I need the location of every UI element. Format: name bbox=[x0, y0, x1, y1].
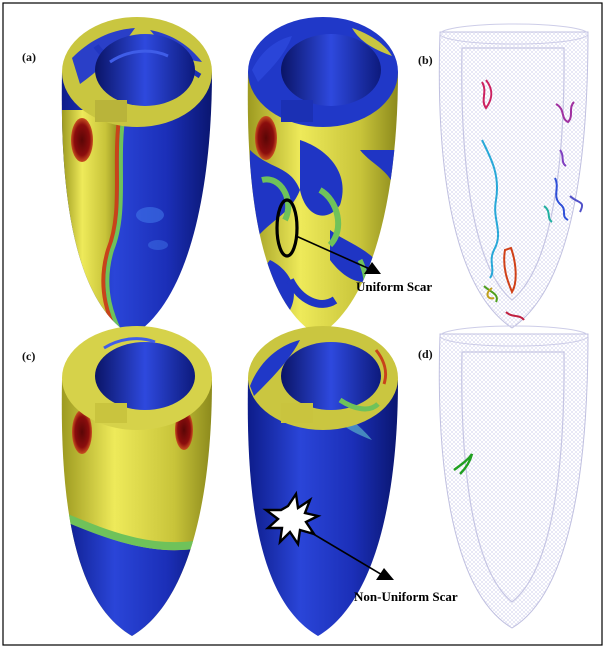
panel-label-c: (c) bbox=[22, 349, 35, 363]
annotation-uniform-scar: Uniform Scar bbox=[295, 235, 432, 294]
heart-a-left bbox=[61, 17, 212, 336]
panel-a: (a) bbox=[22, 17, 398, 336]
panel-b: (b) bbox=[418, 23, 589, 329]
uniform-scar-marker bbox=[275, 198, 299, 258]
heart-c-right bbox=[247, 326, 398, 636]
annotation-non-uniform-scar: Non-Uniform Scar bbox=[309, 531, 458, 604]
heart-a-right bbox=[247, 17, 398, 336]
wireframe-heart-d bbox=[438, 325, 589, 629]
panel-d: (d) bbox=[418, 325, 589, 629]
panel-label-b: (b) bbox=[418, 53, 433, 67]
non-uniform-scar-marker bbox=[262, 490, 322, 548]
uniform-scar-label: Uniform Scar bbox=[356, 279, 432, 294]
wireframe-heart-b bbox=[438, 23, 589, 329]
non-uniform-scar-label: Non-Uniform Scar bbox=[354, 589, 458, 604]
panel-label-a: (a) bbox=[22, 50, 36, 64]
panel-c: (c) bbox=[22, 326, 398, 636]
panel-label-d: (d) bbox=[418, 347, 433, 361]
